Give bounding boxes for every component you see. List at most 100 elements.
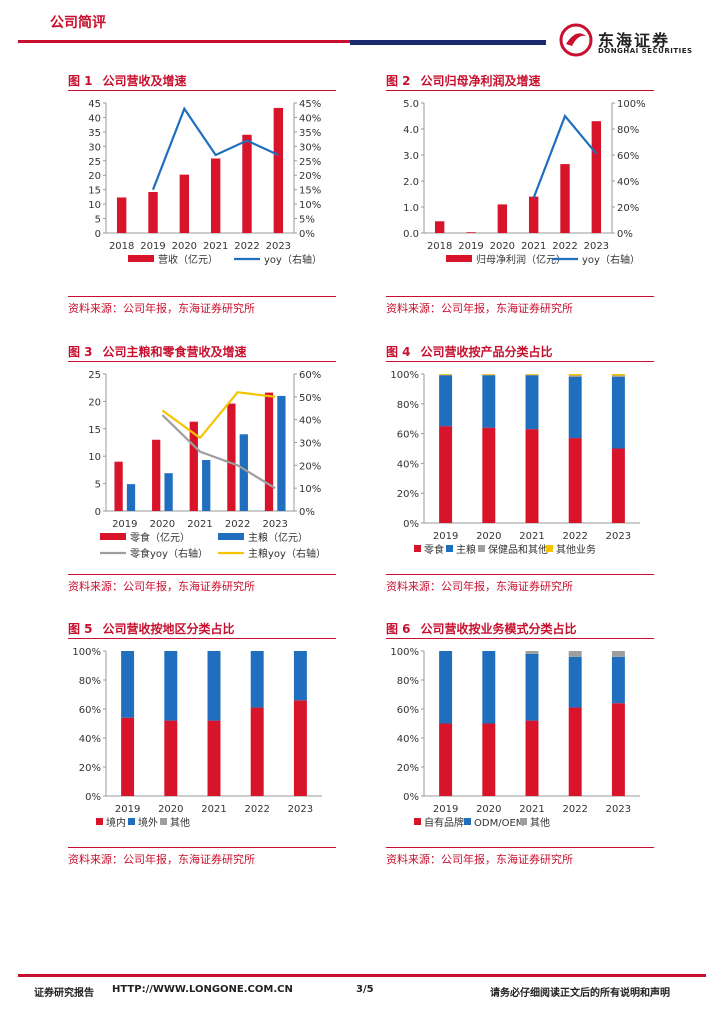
bar-segment — [293, 700, 307, 796]
legend-label: yoy（右轴） — [264, 253, 322, 266]
x-tick-label: 2023 — [266, 241, 291, 252]
y-tick-label: 0 — [95, 229, 101, 240]
x-tick-label: 2022 — [225, 519, 250, 530]
x-tick-label: 2021 — [519, 531, 544, 542]
bar-segment — [121, 651, 135, 718]
legend-swatch — [464, 818, 471, 825]
legend-label: 主粮 — [456, 543, 476, 556]
bar-segment — [568, 375, 582, 377]
bar-segment — [293, 651, 307, 701]
figure-title-rule — [68, 638, 336, 639]
y2-tick-label: 20% — [299, 461, 321, 472]
y-tick-label: 40% — [397, 734, 419, 745]
y2-tick-label: 60% — [299, 370, 321, 381]
y-tick-label: 100% — [72, 647, 101, 658]
page-section-title: 公司简评 — [50, 15, 106, 31]
source-rule — [386, 296, 654, 297]
legend-swatch — [414, 818, 421, 825]
figure-source: 资料来源：公司年报，东海证券研究所 — [386, 580, 573, 593]
bar-segment — [611, 448, 625, 523]
figure-title-rule — [386, 90, 654, 91]
y-tick-label: 5 — [95, 215, 101, 226]
figure-number: 图 2 — [386, 74, 411, 88]
series-line — [532, 113, 598, 199]
bar-segment — [250, 651, 264, 708]
x-tick-label: 2022 — [552, 241, 577, 252]
source-rule — [68, 574, 336, 575]
y-tick-label: 0% — [403, 519, 419, 530]
legend-swatch — [96, 818, 103, 825]
bar — [210, 158, 221, 233]
bar — [227, 403, 236, 511]
x-tick-label: 2021 — [521, 241, 546, 252]
legend-swatch — [446, 255, 472, 262]
x-tick-label: 2023 — [606, 804, 631, 815]
y-tick-label: 80% — [397, 400, 419, 411]
y2-tick-label: 50% — [299, 393, 321, 404]
source-rule — [68, 847, 336, 848]
donghai-logo-icon — [559, 23, 593, 57]
figure-title-rule — [68, 361, 336, 362]
bar-segment — [525, 720, 539, 796]
y-tick-label: 25 — [88, 370, 101, 381]
y2-tick-label: 100% — [617, 99, 646, 110]
figure-title: 图 1 公司营收及增速 — [68, 72, 187, 89]
y-tick-label: 20% — [397, 489, 419, 500]
x-tick-label: 2019 — [112, 519, 137, 530]
bar — [239, 434, 248, 511]
y-tick-label: 20 — [88, 397, 101, 408]
legend-label: ODM/OEM — [474, 818, 524, 829]
footer-url[interactable]: HTTP://WWW.LONGONE.COM.CN — [112, 984, 293, 995]
y2-tick-label: 35% — [299, 128, 321, 139]
y-tick-label: 45 — [88, 99, 101, 110]
legend-swatch — [546, 545, 553, 552]
y-tick-label: 3.0 — [403, 151, 419, 162]
bar-segment — [525, 375, 539, 430]
bar-segment — [439, 374, 453, 375]
y-tick-label: 80% — [397, 676, 419, 687]
bar-segment — [525, 374, 539, 375]
chart-fig6: 100% 80% 60% 40% 20% 0% 2019 2020 2021 2022 2023 自有… — [390, 647, 640, 829]
y-tick-label: 100% — [390, 370, 419, 381]
y2-tick-label: 40% — [617, 177, 639, 188]
y-tick-label: 15 — [88, 425, 101, 436]
bar — [591, 121, 602, 233]
y-tick-label: 80% — [79, 676, 101, 687]
chart-fig5: 100% 80% 60% 40% 20% 0% 2019 2020 2021 2022 2023 境内… — [72, 647, 322, 829]
bar-segment — [482, 651, 496, 724]
bar-segment — [164, 720, 178, 796]
figure-title-rule — [386, 361, 654, 362]
bar-segment — [611, 651, 625, 657]
bar-segment — [439, 375, 453, 427]
footer-rule — [18, 974, 706, 977]
logo-text-cn: 东海证券 — [598, 31, 671, 50]
y2-tick-label: 40% — [299, 113, 321, 124]
y-tick-label: 4.0 — [403, 125, 419, 136]
x-tick-label: 2019 — [115, 804, 140, 815]
legend-label: 主粮（亿元） — [248, 531, 308, 544]
x-tick-label: 2023 — [262, 519, 287, 530]
legend-label: 自有品牌 — [424, 816, 464, 829]
figure-title-text: 公司营收按业务模式分类占比 — [420, 622, 577, 636]
figure-title: 图 3 公司主粮和零食营收及增速 — [68, 343, 247, 360]
legend-swatch — [446, 545, 453, 552]
bar-segment — [250, 707, 264, 796]
y-tick-label: 0% — [403, 792, 419, 803]
figure-title-text: 公司归母净利润及增速 — [420, 74, 541, 88]
footer-page-number: 3/5 — [356, 984, 374, 995]
legend-label: 境外 — [138, 816, 158, 829]
legend-label: 境内 — [106, 816, 126, 829]
x-tick-label: 2023 — [288, 804, 313, 815]
y-tick-label: 2.0 — [403, 177, 419, 188]
y-tick-label: 60% — [397, 430, 419, 441]
y-tick-label: 25 — [88, 157, 101, 168]
x-tick-label: 2019 — [458, 241, 483, 252]
figure-source: 资料来源：公司年报，东海证券研究所 — [386, 302, 573, 315]
figure-title: 图 6 公司营收按业务模式分类占比 — [386, 620, 577, 637]
figure-title: 图 5 公司营收按地区分类占比 — [68, 620, 235, 637]
x-tick-label: 2020 — [476, 804, 501, 815]
y-tick-label: 20% — [79, 763, 101, 774]
x-tick-label: 2019 — [433, 531, 458, 542]
y2-tick-label: 30% — [299, 142, 321, 153]
figure-title: 图 2 公司归母净利润及增速 — [386, 72, 541, 89]
